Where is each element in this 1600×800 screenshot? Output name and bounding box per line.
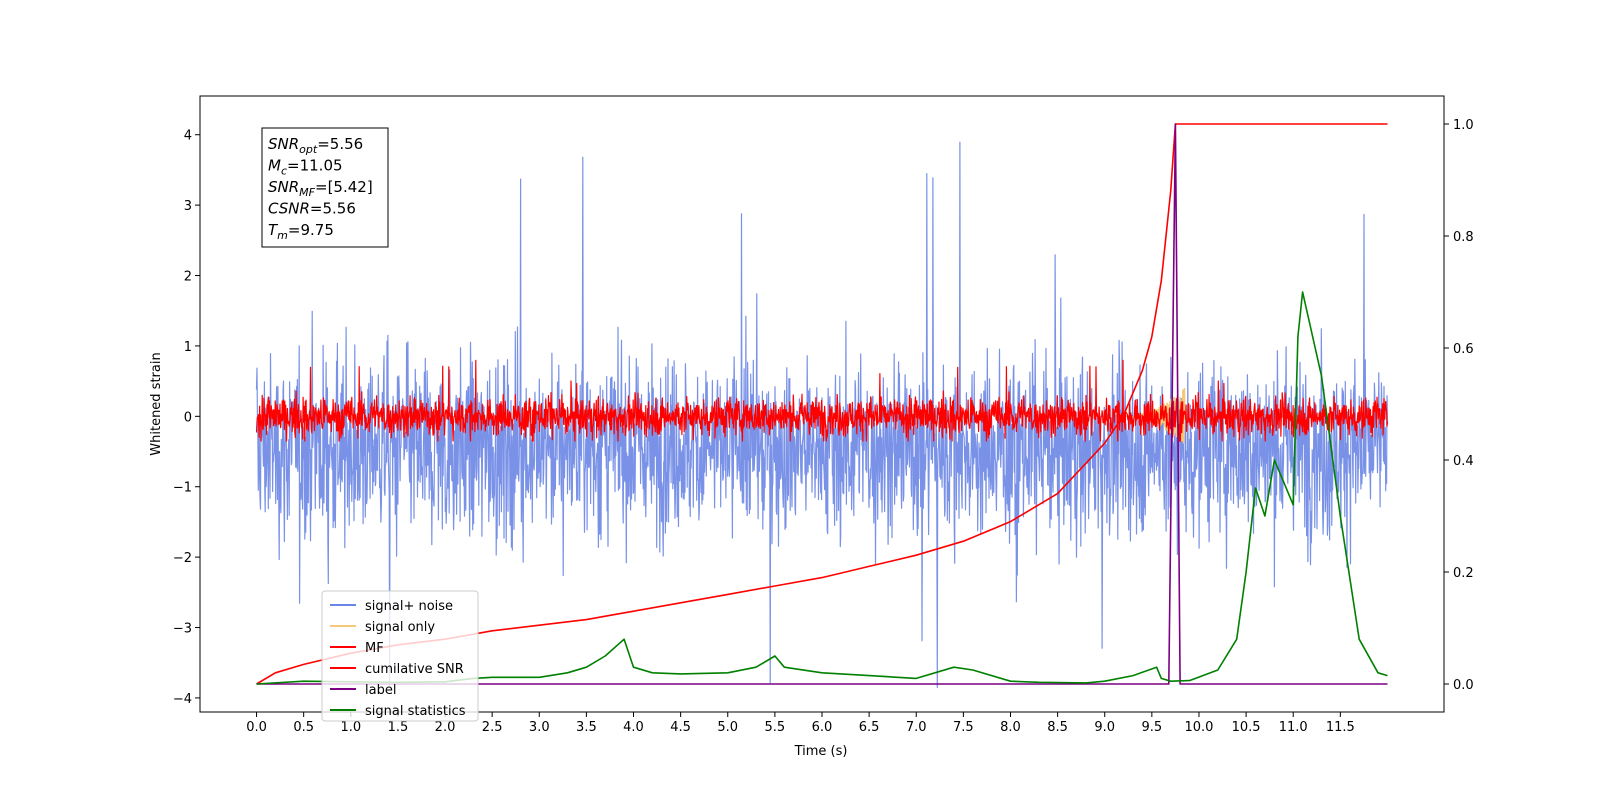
y-tick-label-left: −1 — [173, 481, 192, 496]
x-tick-label: 3.0 — [529, 720, 550, 735]
y-tick-label-left: 1 — [184, 340, 192, 355]
y-tick-label-left: −2 — [173, 551, 192, 566]
x-tick-label: 2.0 — [435, 720, 456, 735]
x-tick-label: 0.5 — [293, 720, 314, 735]
y-axis-right: 0.0 0.2 0.4 0.6 0.8 1.0 — [1444, 118, 1474, 693]
y-tick-label-right: 0.4 — [1453, 454, 1474, 469]
y-tick-label-right: 0.2 — [1453, 566, 1474, 581]
legend: signal+ noise signal only MF cumilative SNR… — [321, 590, 479, 722]
legend-label-mf: MF — [365, 641, 384, 656]
y-tick-label-left: 4 — [184, 129, 192, 144]
x-tick-label: 5.0 — [717, 720, 738, 735]
annotation-line: Tm=9.75 — [268, 221, 334, 242]
annotation-line: Mc=11.05 — [268, 157, 343, 178]
x-tick-label: 1.0 — [340, 720, 361, 735]
legend-label-signal-only: signal only — [365, 620, 435, 635]
y-tick-label-right: 0.8 — [1453, 230, 1474, 245]
x-tick-label: 10.5 — [1232, 720, 1261, 735]
series-label — [256, 123, 1388, 685]
y-tick-label-right: 1.0 — [1453, 118, 1474, 133]
series-mf — [255, 359, 1389, 442]
series-signal-statistics — [256, 291, 1388, 685]
annotation-frame — [261, 127, 389, 248]
y-tick-label-left: 3 — [184, 199, 192, 214]
y-axis-title-left: Whitened strain — [149, 352, 164, 455]
x-tick-label: 6.5 — [859, 720, 880, 735]
legend-label-signal-noise: signal+ noise — [365, 599, 453, 614]
y-tick-label-left: 0 — [184, 410, 192, 425]
x-axis-title: Time (s) — [794, 744, 848, 759]
legend-label-label: label — [365, 683, 396, 698]
y-tick-label-left: −4 — [173, 692, 192, 707]
x-tick-label: 5.5 — [765, 720, 786, 735]
legend-frame — [321, 590, 479, 722]
annotation-line: CSNR=5.56 — [268, 200, 356, 218]
y-tick-label-right: 0.6 — [1453, 342, 1474, 357]
x-tick-label: 8.5 — [1047, 720, 1068, 735]
x-tick-label: 8.0 — [1000, 720, 1021, 735]
x-tick-label: 9.0 — [1094, 720, 1115, 735]
x-tick-label: 2.5 — [482, 720, 503, 735]
x-tick-label: 7.5 — [953, 720, 974, 735]
x-tick-label: 1.5 — [388, 720, 409, 735]
x-tick-label: 3.5 — [576, 720, 597, 735]
x-tick-label: 7.0 — [906, 720, 927, 735]
y-tick-label-right: 0.0 — [1453, 678, 1474, 693]
x-tick-label: 10.0 — [1184, 720, 1213, 735]
x-axis: 0.0 0.5 1.0 1.5 2.0 2.5 3.0 3.5 4.0 4.5 5.0 5.5 6.0 6… — [246, 712, 1355, 735]
legend-label-cumilative-snr: cumilative SNR — [365, 662, 464, 677]
legend-label-signal-statistics: signal statistics — [365, 704, 466, 719]
x-tick-label: 4.5 — [670, 720, 691, 735]
x-tick-label: 6.0 — [812, 720, 833, 735]
x-tick-label: 9.5 — [1142, 720, 1163, 735]
y-axis-left: −4 −3 −2 −1 0 1 2 3 4 — [173, 129, 200, 707]
y-tick-label-left: −3 — [173, 622, 192, 637]
annotation-line: SNRopt=5.56 — [268, 135, 363, 156]
y-tick-label-left: 2 — [184, 270, 192, 285]
series-signal-noise — [255, 141, 1389, 688]
x-tick-label: 11.0 — [1279, 720, 1308, 735]
annotation-box: SNRopt=5.56Mc=11.05SNRMF=[5.42]CSNR=5.56… — [261, 127, 389, 248]
x-tick-label: 11.5 — [1326, 720, 1355, 735]
x-tick-label: 0.0 — [246, 720, 267, 735]
annotation-line: SNRMF=[5.42] — [268, 178, 373, 199]
x-tick-label: 4.0 — [623, 720, 644, 735]
